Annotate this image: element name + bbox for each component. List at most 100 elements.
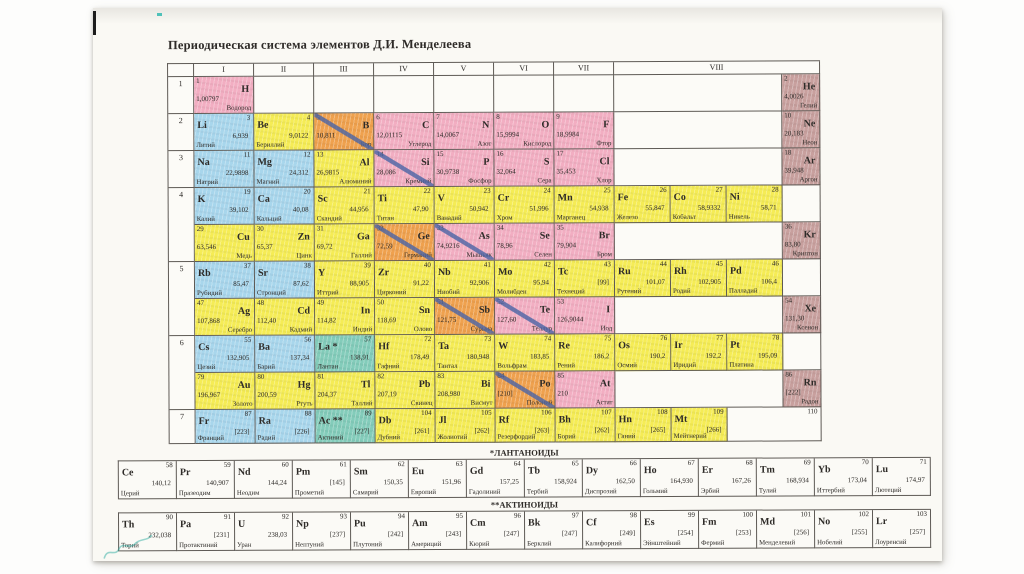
atomic-mass: [99] xyxy=(597,278,610,287)
element-cell-Pr: 59 Pr 140,907 Празеодим xyxy=(176,460,235,500)
element-symbol: Eu xyxy=(411,466,425,478)
table-row: 19 K 39,102 Калий 20 Ca 40,08 Кальций 21 Sc 44,956… xyxy=(194,185,821,226)
atomic-number: 84 xyxy=(497,371,505,380)
element-symbol: Nb xyxy=(437,266,451,278)
element-cell-Ge: 32 Ge 72,59 Германий xyxy=(374,223,435,262)
element-cell-Si: 14 Si 28,086 Кремний xyxy=(374,149,435,188)
element-name: Никель xyxy=(728,213,750,221)
element-name: Фосфор xyxy=(468,177,492,185)
group-header-V: V xyxy=(434,62,495,76)
element-symbol: Jl xyxy=(438,414,447,426)
empty-cell xyxy=(254,76,315,114)
atomic-number: 80 xyxy=(257,372,265,381)
atomic-mass: 20,183 xyxy=(784,129,804,138)
atomic-number: 93 xyxy=(339,512,348,521)
element-symbol: Cs xyxy=(198,341,210,354)
element-symbol: Pb xyxy=(418,379,431,391)
atomic-mass: 40,08 xyxy=(292,205,309,214)
element-symbol: Ba xyxy=(258,341,270,353)
atomic-mass: [223] xyxy=(234,427,250,436)
element-cell-Sb: 51 Sb 121,75 Сурьма xyxy=(435,297,496,335)
element-cell-Ni: 28 Ni 58,71 Никель xyxy=(726,185,783,223)
element-symbol: Mg xyxy=(257,156,272,168)
element-cell-Rn: 86 Rn [222] Радон xyxy=(783,370,822,408)
atomic-number: 54 xyxy=(785,296,793,305)
element-cell-Ir: 77 Ir 192,2 Иридий xyxy=(671,333,728,371)
element-cell-Lr: 103 Lr [257] Лоуренсий xyxy=(872,509,932,549)
element-symbol: Sm xyxy=(353,466,368,478)
element-cell-Pa: 91 Pa [231] Протактиний xyxy=(176,512,236,552)
period-subrows: 11 Na 22,9898 Натрий 12 Mg 24,312 Магний 13 Al 26,… xyxy=(194,148,821,189)
atomic-number: 8 xyxy=(496,112,500,121)
element-name: Индий xyxy=(352,326,373,334)
atomic-number: 32 xyxy=(376,224,384,233)
element-cell-Db: 104 Db [261] Дубний xyxy=(375,408,436,444)
element-cell-Sn: 50 Sn 118,69 Олово xyxy=(375,297,436,336)
atomic-mass: 132,905 xyxy=(226,353,250,362)
atomic-number: 71 xyxy=(919,457,927,466)
element-name: Германий xyxy=(403,252,432,260)
element-symbol: N xyxy=(482,119,490,131)
element-cell-W: 74 W 183,85 Вольфрам xyxy=(495,334,556,372)
atomic-mass: 196,967 xyxy=(197,390,221,400)
element-cell-Ce: 58 Ce 140,12 Церий xyxy=(118,461,177,500)
group-header-VIII: VIII xyxy=(614,61,821,76)
atomic-mass: [262] xyxy=(474,426,490,435)
element-name: Эрбий xyxy=(700,487,720,495)
element-cell-In: 49 In 114,82 Индий xyxy=(315,298,376,336)
element-symbol: Xe xyxy=(804,303,817,315)
element-name: Нептуний xyxy=(295,541,324,549)
period-label: 7 xyxy=(169,410,196,445)
element-name: Рубидий xyxy=(197,289,222,298)
element-name: Золото xyxy=(232,400,253,408)
element-symbol: Ac ** xyxy=(318,415,343,427)
scanned-page: Периодическая система элементов Д.И. Мен… xyxy=(93,8,942,561)
atomic-mass: 204,37 xyxy=(317,390,337,399)
atomic-mass: 88,905 xyxy=(349,279,370,288)
element-cell-Ba: 56 Ba 137,34 Барий xyxy=(255,335,316,373)
element-cell-Tl: 81 Tl 204,37 Таллий xyxy=(315,372,376,410)
actinide-table: 90 Th 232,038 Торий 91 Pa [231] Протактиний 92 U 2… xyxy=(117,508,932,552)
atomic-mass: 138,91 xyxy=(350,353,370,362)
element-cell-Pt: 78 Pt 195,09 Платина xyxy=(727,333,784,371)
atomic-mass: 1,00797 xyxy=(196,94,219,104)
element-symbol: Fe xyxy=(617,192,629,204)
atomic-number: 55 xyxy=(244,335,252,344)
atomic-mass: 58,71 xyxy=(760,203,777,212)
element-cell-Cr: 24 Cr 51,996 Хром xyxy=(494,186,555,224)
empty-cell xyxy=(614,222,783,261)
atomic-number: 75 xyxy=(604,334,612,343)
table-row: 47 Ag 107,868 Серебро 48 Cd 112,40 Кадмий 49 In 11… xyxy=(195,296,822,337)
table-row: 37 Rb 85,47 Рубидий 38 Sr 87,62 Стронций 39 Y 88,9… xyxy=(194,259,822,300)
atomic-mass: 144,24 xyxy=(267,478,287,487)
atomic-number: 64 xyxy=(513,459,521,468)
element-name: Водород xyxy=(226,104,252,112)
element-symbol: Ag xyxy=(237,305,251,317)
element-name: Титан xyxy=(376,215,395,223)
atomic-number: 51 xyxy=(437,297,445,306)
element-cell-Lu: 71 Lu 174,97 Лютеций xyxy=(872,457,931,497)
atomic-mass: 173,04 xyxy=(847,476,867,485)
atomic-number: 88 xyxy=(304,409,312,418)
atomic-number: 99 xyxy=(687,510,696,519)
atomic-number: 40 xyxy=(423,261,431,270)
atomic-number: 49 xyxy=(317,298,325,307)
element-cell-Br: 35 Br 79,904 Бром xyxy=(554,223,615,261)
atomic-number: 43 xyxy=(603,260,611,269)
atomic-mass: 208,980 xyxy=(437,389,461,398)
atomic-mass: 39,102 xyxy=(229,205,249,214)
atomic-number: 9 xyxy=(556,112,560,121)
element-name: Астат xyxy=(595,399,613,407)
atomic-number: 36 xyxy=(784,222,792,231)
element-cell-Rh: 45 Rh 102,905 Родий xyxy=(670,259,728,297)
element-name: Литий xyxy=(196,141,215,150)
element-name: Уран xyxy=(237,541,252,549)
element-cell-Cm: 96 Cm [247] Кюрий xyxy=(466,511,526,550)
atomic-mass: 151,96 xyxy=(441,477,461,486)
atomic-mass: 174,97 xyxy=(905,475,925,484)
table-row: 55 Cs 132,905 Цезий 56 Ba 137,34 Барий 57 La * 138… xyxy=(195,333,822,374)
element-cell-Te: 52 Te 127,60 Теллур xyxy=(495,297,556,335)
atomic-number: 94 xyxy=(397,512,406,521)
atomic-number: 30 xyxy=(256,224,264,233)
atomic-mass: 131,30 xyxy=(785,314,805,323)
